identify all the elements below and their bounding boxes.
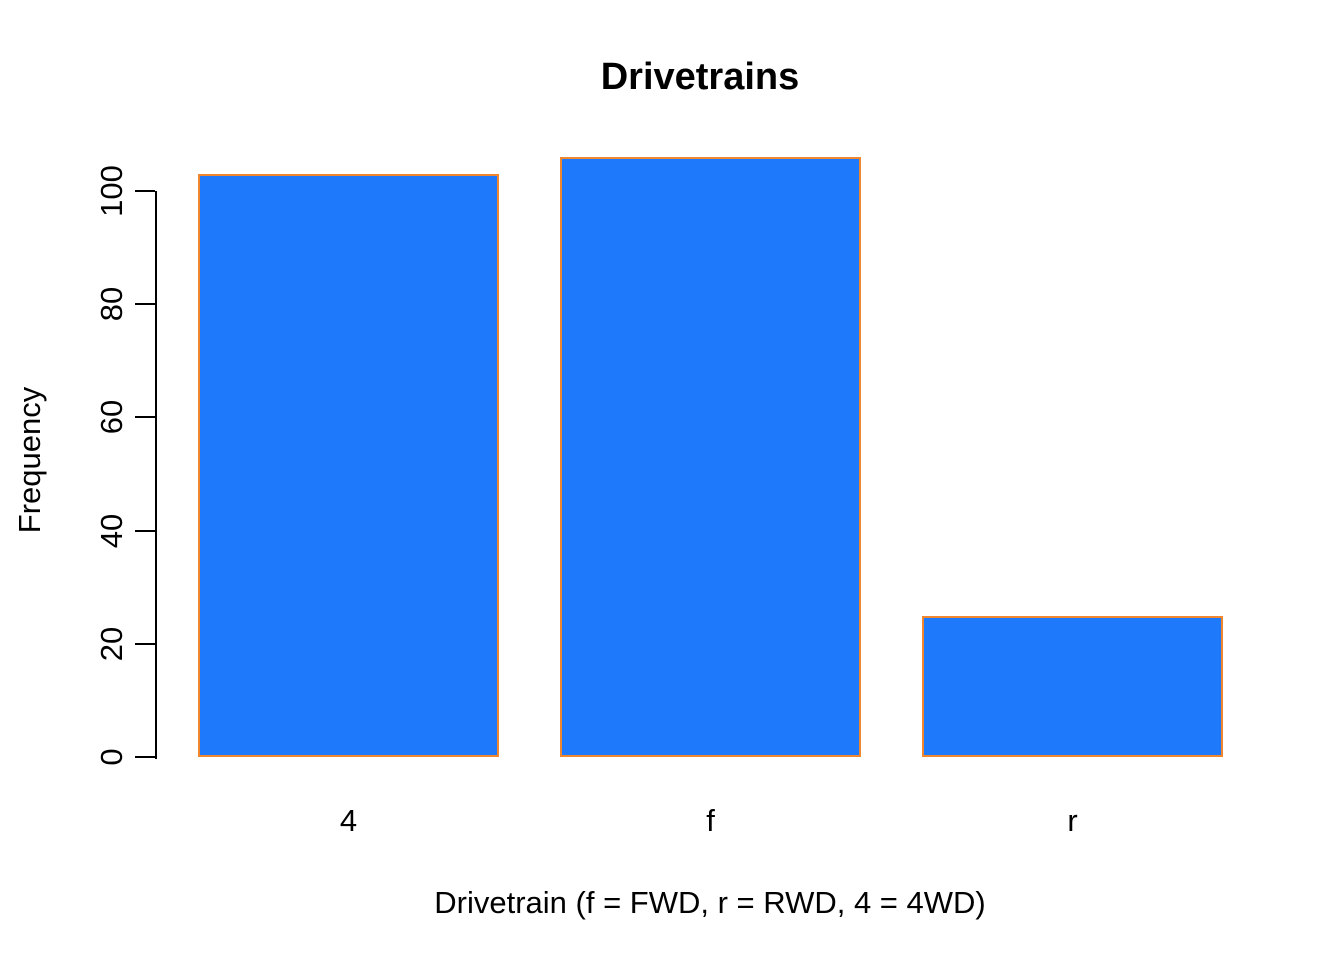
y-axis-tick-label: 0: [94, 748, 129, 766]
x-axis-label: Drivetrain (f = FWD, r = RWD, 4 = 4WD): [434, 885, 986, 920]
chart-title: Drivetrains: [600, 56, 800, 98]
x-axis-tick-label: r: [1067, 803, 1078, 838]
y-axis-tick: [135, 756, 155, 758]
bar-4: [198, 174, 499, 757]
y-axis-tick: [135, 529, 155, 532]
y-axis-tick: [135, 190, 155, 192]
bar-r: [922, 615, 1223, 757]
y-axis-line: [155, 191, 157, 759]
x-axis-tick-label: f: [706, 803, 715, 838]
y-axis-tick-label: 80: [94, 286, 129, 322]
y-axis-tick-label: 60: [94, 400, 129, 435]
y-axis-tick: [135, 416, 155, 419]
bar-f: [560, 157, 861, 757]
y-axis-tick-label: 100: [94, 165, 129, 217]
y-axis-tick: [135, 642, 155, 645]
y-axis-tick-label: 20: [94, 626, 129, 662]
y-axis-tick-label: 40: [94, 513, 129, 548]
y-axis-tick: [135, 303, 155, 306]
x-axis-tick-label: 4: [339, 803, 358, 838]
y-axis-label: Frequency: [12, 386, 47, 534]
